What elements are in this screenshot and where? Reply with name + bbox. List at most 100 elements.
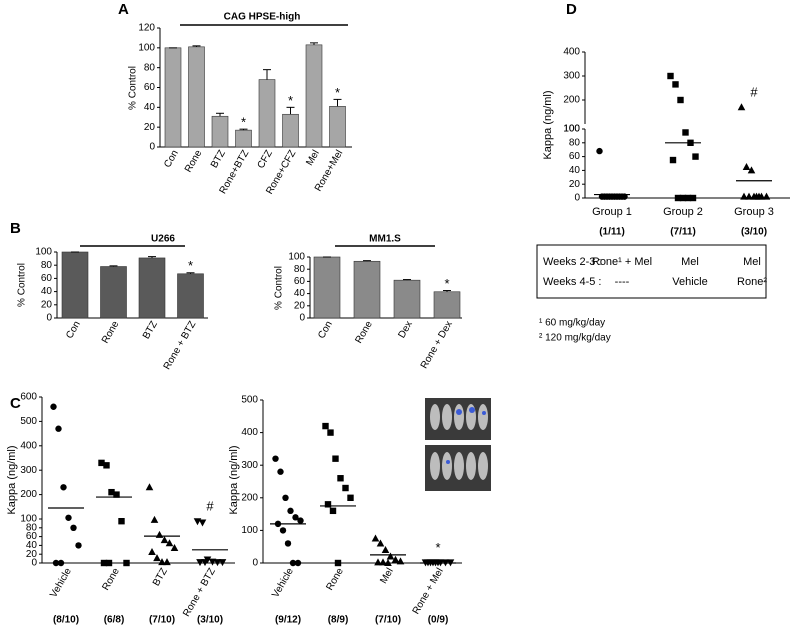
- data-point: [113, 491, 120, 498]
- y-axis-label: Kappa (ng/ml): [6, 445, 18, 514]
- panel-label: B: [10, 220, 21, 237]
- table-cell: Weeks 4-5 :: [543, 276, 602, 288]
- bar: [258, 79, 276, 148]
- data-point: [277, 468, 284, 475]
- y-tick-label: 400: [563, 47, 580, 58]
- count-label: (7/10): [375, 615, 401, 626]
- significance-mark: *: [444, 276, 449, 291]
- y-tick-label: 80: [144, 62, 156, 73]
- y-tick-label: 0: [299, 313, 305, 324]
- x-tick-label: Group 1: [592, 206, 632, 218]
- y-tick-label: 80: [569, 137, 581, 148]
- data-point: [158, 558, 166, 566]
- x-tick-label: BTZ: [151, 566, 170, 588]
- y-tick-label: 400: [241, 427, 258, 438]
- y-tick-label: 40: [569, 165, 581, 176]
- data-point: [103, 462, 110, 469]
- x-tick-label: Vehicle: [48, 566, 74, 600]
- data-point: [279, 527, 287, 534]
- y-tick-label: 100: [241, 525, 258, 536]
- data-point: [737, 103, 746, 111]
- y-tick-label: 20: [26, 549, 38, 560]
- y-tick-label: 100: [563, 124, 580, 135]
- signal: [446, 407, 486, 464]
- data-point: [391, 555, 400, 563]
- data-point: [297, 517, 304, 524]
- bar: [305, 44, 323, 148]
- count-label: (8/9): [328, 615, 349, 626]
- data-point: [386, 552, 395, 560]
- significance-mark: *: [435, 540, 440, 555]
- bar: [164, 47, 182, 148]
- footnote: ² 120 mg/kg/day: [539, 333, 611, 344]
- data-point: [100, 559, 108, 567]
- x-tick-label: Vehicle: [270, 566, 296, 600]
- x-tick-label: Group 3: [734, 206, 774, 218]
- data-point: [342, 484, 349, 492]
- count-label: (1/11): [599, 227, 625, 238]
- y-tick-label: 20: [294, 300, 306, 311]
- data-point: [667, 72, 674, 80]
- data-point: [163, 558, 171, 566]
- table-cell: ----: [615, 276, 630, 288]
- data-point: [679, 194, 687, 202]
- significance-mark: #: [206, 499, 214, 514]
- y-tick-label: 20: [41, 299, 53, 310]
- data-point: [745, 192, 753, 200]
- y-tick-label: 400: [20, 440, 37, 451]
- y-axis-label: Kappa (ng/ml): [542, 90, 554, 159]
- data-point: [160, 536, 169, 544]
- data-point: [747, 166, 756, 174]
- data-point: [65, 514, 72, 521]
- y-tick-label: 40: [144, 102, 156, 113]
- y-axis-label: % Control: [274, 266, 285, 310]
- data-point: [669, 156, 677, 164]
- data-point: [692, 153, 699, 160]
- bar: [177, 273, 204, 319]
- x-tick-label: Rone + Dex: [419, 319, 455, 370]
- data-point: [742, 162, 751, 170]
- x-tick-label: CFZ: [256, 148, 275, 170]
- data-point: [740, 192, 748, 200]
- x-tick-label: BTZ: [141, 319, 160, 341]
- y-tick-label: 0: [31, 558, 37, 569]
- x-tick-label: Rone + BTZ: [181, 566, 218, 618]
- y-tick-label: 100: [138, 42, 155, 53]
- count-label: (9/12): [275, 615, 301, 626]
- y-tick-label: 40: [41, 286, 53, 297]
- data-point: [145, 483, 154, 491]
- y-tick-label: 300: [241, 460, 258, 471]
- panel-label: D: [566, 1, 577, 18]
- data-point: [677, 96, 684, 104]
- panel-label: A: [118, 1, 129, 18]
- data-point: [60, 484, 67, 491]
- y-tick-label: 200: [20, 489, 37, 500]
- y-tick-label: 60: [26, 531, 38, 542]
- data-point: [672, 81, 679, 88]
- x-tick-label: Rone: [100, 566, 122, 593]
- y-tick-label: 60: [569, 151, 581, 162]
- panel-label: C: [10, 395, 21, 412]
- x-tick-label: Rone + BTZ: [162, 319, 199, 371]
- y-axis-label: Kappa (ng/ml): [228, 445, 240, 514]
- x-tick-label: Rone: [324, 566, 346, 593]
- bar: [211, 115, 229, 148]
- data-point: [284, 540, 292, 547]
- x-tick-label: Mel: [304, 148, 322, 167]
- y-axis-label: % Control: [17, 263, 28, 307]
- y-tick-label: 40: [26, 540, 38, 551]
- data-point: [98, 459, 105, 467]
- data-point: [322, 422, 329, 430]
- chart-title: U266: [151, 234, 175, 245]
- data-point: [674, 194, 682, 202]
- data-point: [396, 557, 405, 565]
- count-label: (3/10): [197, 615, 223, 626]
- y-tick-label: 80: [26, 522, 38, 533]
- y-tick-label: 100: [35, 247, 52, 258]
- y-tick-label: 20: [144, 122, 156, 133]
- data-point: [762, 192, 771, 200]
- significance-mark: *: [241, 115, 246, 130]
- data-point: [70, 524, 77, 531]
